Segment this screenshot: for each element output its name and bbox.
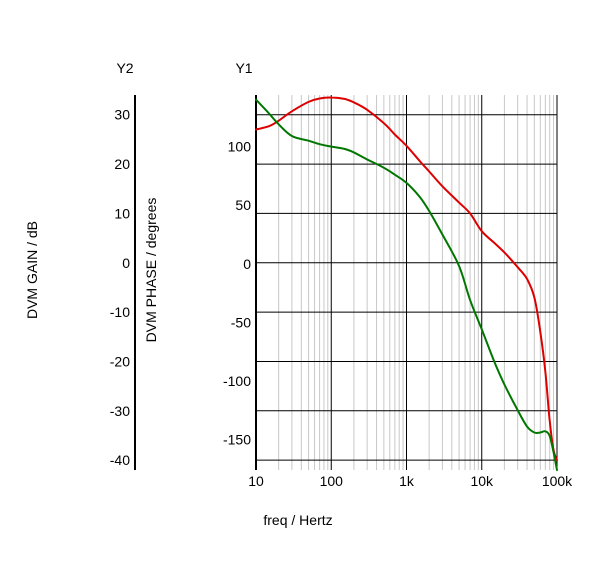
x-tick-label: 10 [248,473,264,489]
y1-tick-labels: 100 50 0 -50 -100 -150 [223,139,251,448]
y1-tick-label: 100 [228,139,252,155]
y2-tick-label: -20 [110,353,130,369]
y1-tick-label: -50 [231,314,251,330]
y2-tick-label: 10 [114,205,130,221]
gain-series-line [255,96,558,462]
y1-tick-label: -100 [223,373,251,389]
y2-axis-header: Y2 [116,60,133,76]
y1-axis-header: Y1 [235,60,252,76]
y2-axis-label: DVM GAIN / dB [24,221,40,319]
y1-tick-label: -150 [223,432,251,448]
minor-grid [278,95,555,470]
series-layer [255,96,558,471]
phase-series-line [255,98,558,471]
y2-tick-label: -30 [110,403,130,419]
y1-tick-label: 0 [243,256,251,272]
y2-tick-label: 0 [122,255,130,271]
y2-tick-label: -10 [110,304,130,320]
x-tick-label: 100 [320,473,344,489]
y2-tick-labels: 30 20 10 0 -10 -20 -30 -40 [110,107,130,468]
y2-tick-label: 20 [114,156,130,172]
x-tick-label: 1k [399,473,415,489]
x-tick-label: 10k [470,473,494,489]
y2-tick-label: 30 [114,107,130,123]
y1-tick-label: 50 [235,197,251,213]
x-axis-label: freq / Hertz [263,512,332,528]
y2-tick-label: -40 [110,452,130,468]
x-tick-labels: 10 100 1k 10k 100k [248,473,573,489]
x-tick-label: 100k [542,473,573,489]
axis-lines [134,95,257,470]
y1-axis-label: DVM PHASE / degrees [143,198,159,343]
